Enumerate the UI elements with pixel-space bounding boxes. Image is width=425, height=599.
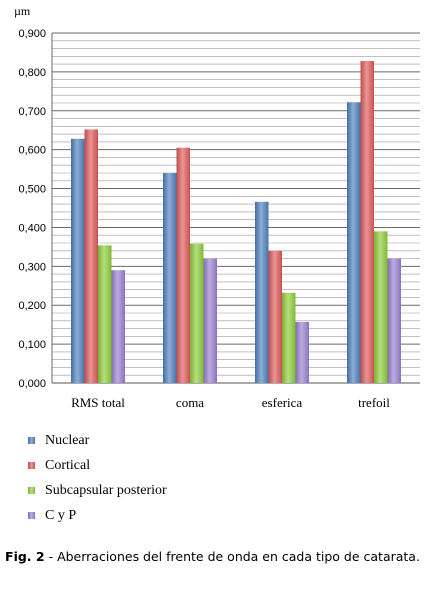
- bar: [203, 258, 217, 383]
- bar: [387, 258, 401, 383]
- bar: [111, 270, 125, 383]
- bar: [268, 250, 282, 383]
- legend-item-nuclear: Nuclear: [28, 428, 167, 453]
- bar: [98, 245, 112, 383]
- bars: [71, 61, 401, 383]
- bar: [71, 138, 85, 383]
- y-tick-label: 0,000: [18, 378, 46, 390]
- legend-swatch: [28, 462, 35, 469]
- bar: [163, 173, 177, 383]
- caption-text: - Aberraciones del frente de onda en cad…: [44, 549, 420, 564]
- x-category-label: coma: [176, 395, 204, 410]
- bar: [347, 102, 361, 383]
- bar: [360, 61, 374, 383]
- legend-item-cortical: Cortical: [28, 453, 167, 478]
- x-category-label: trefoil: [358, 395, 390, 410]
- legend: Nuclear Cortical Subcapsular posterior C…: [28, 428, 167, 528]
- x-category-label: esferica: [262, 395, 303, 410]
- legend-label: Nuclear: [45, 432, 90, 448]
- legend-item-cyp: C y P: [28, 503, 167, 528]
- legend-swatch: [28, 512, 35, 519]
- bar: [190, 243, 204, 383]
- y-axis-ticks: 0,000 0,100 0,200 0,300 0,400 0,500 0,600 0,700…: [18, 28, 46, 390]
- legend-swatch: [28, 487, 35, 494]
- bar-chart: µm 0,0000,1000,2000,3000,4000,5000,6000,…: [14, 4, 420, 410]
- bar: [255, 201, 269, 383]
- x-axis-categories: RMS total coma esferica trefoil: [71, 395, 390, 410]
- y-tick-label: 0,700: [18, 106, 46, 118]
- y-tick-label: 0,800: [18, 67, 46, 79]
- bar: [374, 231, 388, 383]
- bar: [176, 147, 190, 383]
- bar: [295, 321, 309, 383]
- x-category-label: RMS total: [71, 395, 125, 410]
- y-tick-label: 0,500: [18, 184, 46, 196]
- y-tick-label: 0,900: [18, 28, 46, 40]
- y-unit-label: µm: [14, 4, 31, 18]
- legend-label: C y P: [45, 507, 77, 523]
- bar: [282, 292, 296, 383]
- y-tick-label: 0,400: [18, 222, 46, 234]
- y-tick-label: 0,100: [18, 339, 46, 351]
- y-tick-label: 0,600: [18, 145, 46, 157]
- legend-label: Cortical: [45, 457, 91, 473]
- figure-caption: Fig. 2 - Aberraciones del frente de onda…: [0, 548, 425, 565]
- legend-swatch: [28, 437, 35, 444]
- bar: [84, 129, 98, 383]
- caption-label: Fig. 2: [5, 549, 45, 564]
- legend-item-subcapsular: Subcapsular posterior: [28, 478, 167, 503]
- legend-label: Subcapsular posterior: [45, 482, 167, 498]
- y-tick-label: 0,300: [18, 261, 46, 273]
- y-tick-label: 0,200: [18, 300, 46, 312]
